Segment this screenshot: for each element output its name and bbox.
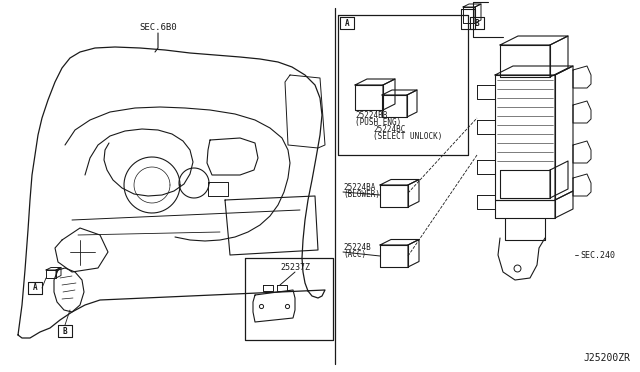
Text: (ACC): (ACC) <box>343 250 366 260</box>
Text: (BLOWER): (BLOWER) <box>343 190 380 199</box>
Text: A: A <box>33 283 37 292</box>
Text: 25224BA: 25224BA <box>343 183 376 192</box>
Text: SEC.6B0: SEC.6B0 <box>139 23 177 32</box>
Text: J25200ZR: J25200ZR <box>583 353 630 363</box>
Text: 25237Z: 25237Z <box>280 263 310 273</box>
Text: 25224BB: 25224BB <box>355 110 387 119</box>
Text: (PUSH ENG): (PUSH ENG) <box>355 118 401 126</box>
Text: 25224BC: 25224BC <box>373 125 405 135</box>
Text: B: B <box>475 19 479 28</box>
Text: 25224B: 25224B <box>343 244 371 253</box>
Text: A: A <box>345 19 349 28</box>
Text: SEC.240: SEC.240 <box>580 250 615 260</box>
Text: (SELECT UNLOCK): (SELECT UNLOCK) <box>373 132 442 141</box>
Text: B: B <box>63 327 67 336</box>
